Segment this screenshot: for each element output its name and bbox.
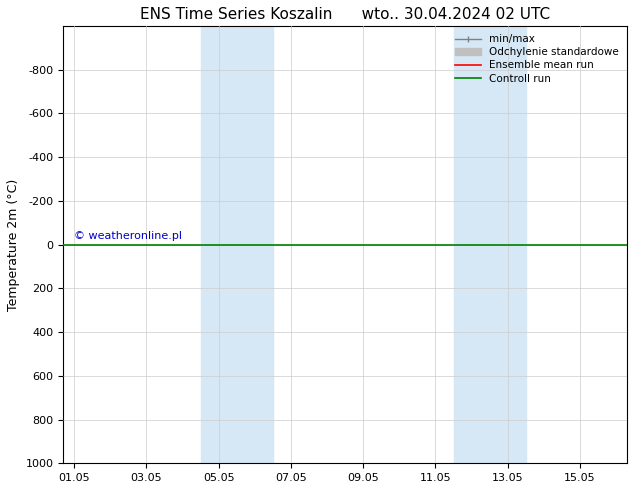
Text: © weatheronline.pl: © weatheronline.pl (75, 231, 183, 241)
Bar (200, 26, 273, 464)
Title: ENS Time Series Koszalin      wto.. 30.04.2024 02 UTC: ENS Time Series Koszalin wto.. 30.04.202… (140, 7, 550, 22)
Y-axis label: Temperature 2m (°C): Temperature 2m (°C) (7, 178, 20, 311)
Bar (453, 26, 526, 464)
Legend: min/max, Odchylenie standardowe, Ensemble mean run, Controll run: min/max, Odchylenie standardowe, Ensembl… (451, 31, 622, 87)
